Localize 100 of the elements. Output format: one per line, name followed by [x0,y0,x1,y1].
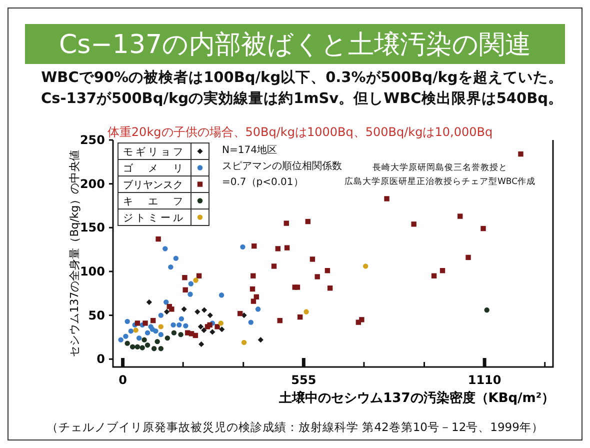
point [164,335,170,341]
point [310,256,316,262]
point [327,286,333,291]
point [146,299,152,305]
y-tick-label: 0 [96,352,105,366]
point [124,340,130,346]
text: （チェルノブイリ原発事故被災児の検診成績：放射線科学 第42巻第10号－12号、1999年） [46,420,544,434]
point [294,284,300,290]
point [250,298,256,304]
point [170,322,176,328]
point [466,254,471,260]
point [484,307,490,313]
legend-label: ブリヤンスク [123,179,183,191]
text: 体重20kgの子供の場合、50Bq/kgは1000Bq、500Bq/kgは10,000Bq [107,125,493,139]
point [518,151,524,157]
point [304,309,309,314]
point [158,346,164,352]
point [134,344,140,350]
point [188,292,193,297]
point [214,324,220,330]
point [150,326,156,332]
point [150,318,156,324]
annotation: 広島大学原医研星正治教授らチェア型WBC作成 [344,176,536,187]
point [271,264,277,269]
annotation: N=174地区 [222,144,277,156]
point [128,328,134,334]
point [194,308,200,315]
point [144,342,150,348]
legend-label: モギリョフ [123,146,183,158]
point [181,306,187,312]
point [255,306,261,312]
x-axis-title: 土壌中のセシウム137の汚染密度（KBq/m²） [278,390,555,406]
point [198,341,204,348]
point [158,332,164,338]
point [196,273,202,278]
y-tick-label: 200 [80,176,105,191]
point [277,318,282,324]
point [171,330,177,336]
point [458,214,463,219]
point [210,329,216,335]
point [142,337,147,342]
point [198,324,204,330]
point [431,273,437,278]
legend-label: ジトミール [123,213,183,224]
point [124,318,130,324]
y-tick-label: 50 [88,308,105,322]
point [162,246,168,252]
legend-label: ゴメリ [123,162,183,174]
annotation: 長崎大学原研岡島俊三名誉教授と [372,162,508,173]
point [219,326,225,332]
point [193,278,198,283]
point [218,320,224,326]
point [176,322,182,328]
point [250,286,256,292]
point [158,312,164,318]
point [238,310,243,316]
point [154,338,160,344]
point [134,320,140,326]
point [250,273,256,278]
point [144,330,150,336]
point [173,256,179,261]
point [201,307,208,313]
point [136,335,142,341]
y-tick-label: 150 [80,220,105,235]
point [440,268,446,274]
point [158,324,164,330]
point [183,323,188,328]
point [384,196,390,202]
annotation: スピアマンの順位相関係数 [222,160,342,172]
point [133,328,138,333]
point [324,268,330,274]
point [169,306,174,312]
point [314,274,320,280]
point [182,275,188,280]
point [284,220,289,226]
point [164,300,169,305]
point [411,222,416,227]
point [207,312,213,318]
point [178,316,184,322]
point [297,314,303,320]
point [123,334,128,339]
point [362,264,368,269]
point [218,292,224,298]
point [188,281,194,286]
point [359,317,364,322]
chart-subtitle: WBCで90%の被検者は100Bq/kg以下、0.3%が500Bq/kgを超えていた。 Cs-137が500Bq/kgの実効線量は約1mSv。但しWBC検出限界は540Bq。 [40,69,564,107]
point [156,236,161,242]
point [142,320,148,326]
point [118,337,124,342]
point [275,246,281,252]
x-tick-label: 0 [118,373,127,387]
y-tick-label: 250 [80,133,105,147]
point [252,243,257,249]
point [258,337,264,343]
point [168,264,174,270]
point [164,308,170,315]
annotation: =0.7（p<0.01） [222,177,304,188]
point [305,218,311,224]
point [178,332,184,338]
point [480,226,486,232]
